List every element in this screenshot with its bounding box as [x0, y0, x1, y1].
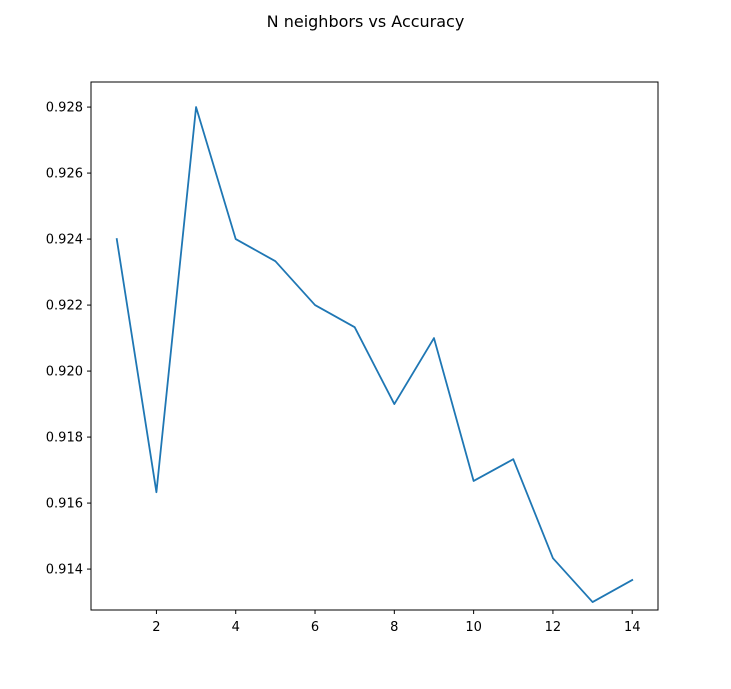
y-tick-label: 0.926: [46, 167, 83, 182]
x-tick-label: 12: [545, 620, 562, 635]
x-tick-label: 2: [152, 620, 160, 635]
x-axis: 2 4 6 8 10 12 14: [152, 610, 641, 635]
y-tick-label: 0.924: [46, 233, 83, 248]
x-tick-label: 10: [465, 620, 482, 635]
x-tick-label: 8: [390, 620, 398, 635]
y-tick-label: 0.916: [46, 497, 83, 512]
y-tick-label: 0.918: [46, 431, 83, 446]
series-layer: [115, 106, 634, 603]
x-tick-label: 14: [624, 620, 641, 635]
y-tick-label: 0.920: [46, 365, 83, 380]
y-tick-label: 0.928: [46, 101, 83, 116]
y-tick-label: 0.922: [46, 299, 83, 314]
x-tick-label: 4: [232, 620, 240, 635]
y-axis: 0.914 0.916 0.918 0.920 0.922 0.924 0.926 0.928: [46, 101, 91, 578]
x-tick-label: 6: [311, 620, 319, 635]
plot-area: [90, 81, 659, 611]
chart-title: N neighbors vs Accuracy: [267, 12, 465, 31]
y-tick-label: 0.914: [46, 563, 83, 578]
series-line: [115, 106, 634, 603]
